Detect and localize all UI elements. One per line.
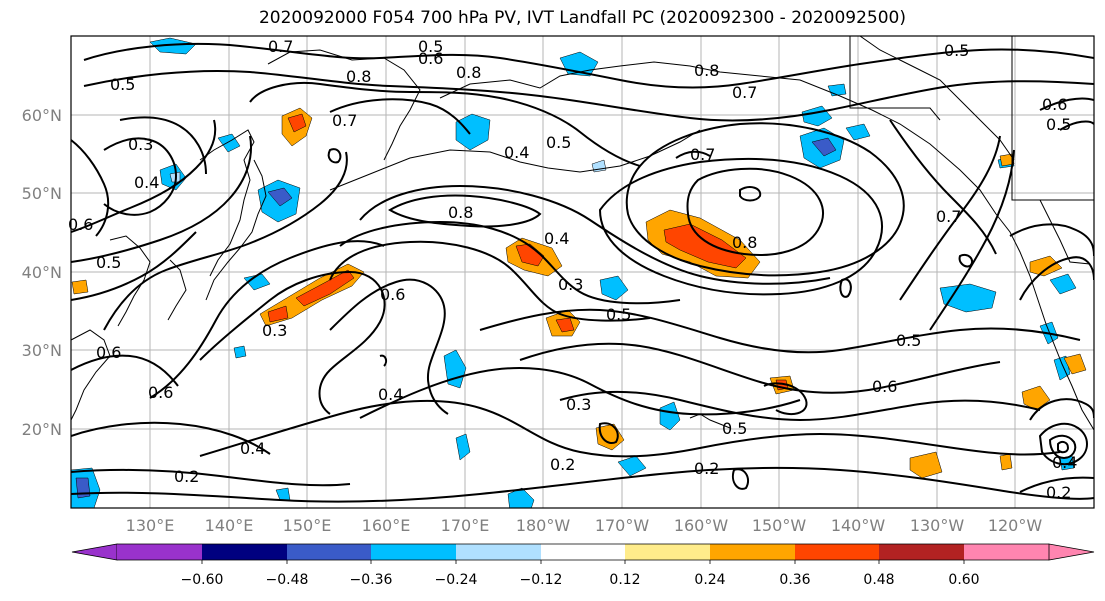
lon-tick-label: 160°E (362, 516, 411, 535)
contour-label: 0.6 (872, 377, 897, 396)
contour-label: 0.3 (566, 395, 591, 414)
lon-tick-label: 150°E (283, 516, 332, 535)
contour-label: 0.5 (110, 75, 135, 94)
colorbar-tick-label: −0.36 (350, 572, 393, 588)
contour-label: 0.7 (268, 37, 293, 56)
lon-tick-label: 150°W (752, 516, 807, 535)
map-frame (70, 35, 1095, 509)
colorbar-segment (541, 544, 625, 560)
colorbar-extend-high (1048, 543, 1095, 561)
positive-shading (71, 107, 1087, 479)
contour-label: 0.5 (96, 253, 121, 272)
contour-label: 0.4 (544, 229, 569, 248)
colorbar-tick-label: 0.60 (948, 572, 979, 588)
colorbar-segment (117, 544, 202, 560)
colorbar-segment (795, 544, 879, 560)
contour-label: 0.6 (68, 215, 93, 234)
contour-label: 0.8 (694, 61, 719, 80)
contour-label: 0.8 (456, 63, 481, 82)
lat-tick-label: 40°N (22, 263, 62, 282)
contour-label: 0.4 (134, 173, 159, 192)
colorbar-tick-label: −0.12 (520, 572, 563, 588)
contour-label: 0.7 (332, 111, 357, 130)
colorbar-extend-low (71, 543, 118, 561)
colorbar: −0.60 −0.48 −0.36 −0.24 −0.12 0.12 0.24 … (71, 543, 1095, 588)
pv-contours (71, 42, 1094, 503)
contour-label: 0.8 (346, 67, 371, 86)
contour-label: 0.6 (380, 285, 405, 304)
contour-label: 0.2 (174, 467, 199, 486)
colorbar-tick-label: 0.24 (694, 572, 725, 588)
colorbar-segment (287, 544, 371, 560)
contour-label: 0.3 (128, 135, 153, 154)
contour-label: 0.5 (546, 133, 571, 152)
contour-label: 0.4 (504, 143, 529, 162)
lat-tick-label: 60°N (22, 106, 62, 125)
lon-tick-label: 170°W (595, 516, 650, 535)
lon-tick-label: 120°W (988, 516, 1043, 535)
colorbar-segment (964, 544, 1049, 560)
longitude-axis: 130°E 140°E 150°E 160°E 170°E 180°W 170°… (126, 516, 1043, 535)
colorbar-tick-label: −0.48 (266, 572, 309, 588)
contour-label: 0.6 (1042, 95, 1067, 114)
colorbar-tick-label: −0.24 (435, 572, 478, 588)
contour-label: 0.4 (1052, 453, 1077, 472)
contour-label: 0.6 (96, 343, 121, 362)
lon-tick-label: 140°E (205, 516, 254, 535)
lon-tick-label: 130°W (910, 516, 965, 535)
contour-label: 0.5 (722, 419, 747, 438)
contour-label: 0.6 (148, 383, 173, 402)
contour-label: 0.5 (896, 331, 921, 350)
lat-tick-label: 50°N (22, 184, 62, 203)
contour-label: 0.6 (418, 49, 443, 68)
contour-label: 0.3 (262, 321, 287, 340)
contour-label: 0.3 (558, 275, 583, 294)
lat-tick-label: 30°N (22, 341, 62, 360)
colorbar-segment (456, 544, 541, 560)
contour-label: 0.5 (944, 41, 969, 60)
colorbar-tick-label: 0.36 (779, 572, 810, 588)
contour-label: 0.8 (448, 203, 473, 222)
contour-label: 0.4 (240, 439, 265, 458)
colorbar-segment (879, 544, 964, 560)
colorbar-tick-label: −0.60 (181, 572, 224, 588)
contour-label: 0.5 (1046, 115, 1071, 134)
latitude-axis: 60°N 50°N 40°N 30°N 20°N (22, 106, 62, 439)
colorbar-tick-label: 0.12 (609, 572, 640, 588)
contour-label: 0.2 (550, 455, 575, 474)
contour-label: 0.5 (418, 37, 443, 56)
lon-tick-label: 170°E (441, 516, 490, 535)
colorbar-segment (202, 544, 287, 560)
contour-label: 0.2 (694, 459, 719, 478)
map-title: 2020092000 F054 700 hPa PV, IVT Landfall… (258, 8, 906, 28)
colorbar-tick-label: 0.48 (863, 572, 894, 588)
contour-label: 0.8 (732, 233, 757, 252)
contour-labels: 0.7 0.5 0.6 0.8 0.8 0.7 0.5 0.7 0.8 0.7 … (68, 37, 1077, 502)
lat-tick-label: 20°N (22, 420, 62, 439)
contour-label: 0.7 (732, 83, 757, 102)
contour-label: 0.7 (690, 145, 715, 164)
lon-tick-label: 180°W (516, 516, 571, 535)
colorbar-segment (371, 544, 456, 560)
lon-tick-label: 140°W (831, 516, 886, 535)
contour-label: 0.2 (1046, 483, 1071, 502)
contour-label: 0.7 (936, 207, 961, 226)
contour-label: 0.4 (378, 385, 403, 404)
contour-label: 0.5 (606, 305, 631, 324)
colorbar-segment (710, 544, 795, 560)
colorbar-segment (625, 544, 710, 560)
lon-tick-label: 130°E (126, 516, 175, 535)
lon-tick-label: 160°W (674, 516, 729, 535)
